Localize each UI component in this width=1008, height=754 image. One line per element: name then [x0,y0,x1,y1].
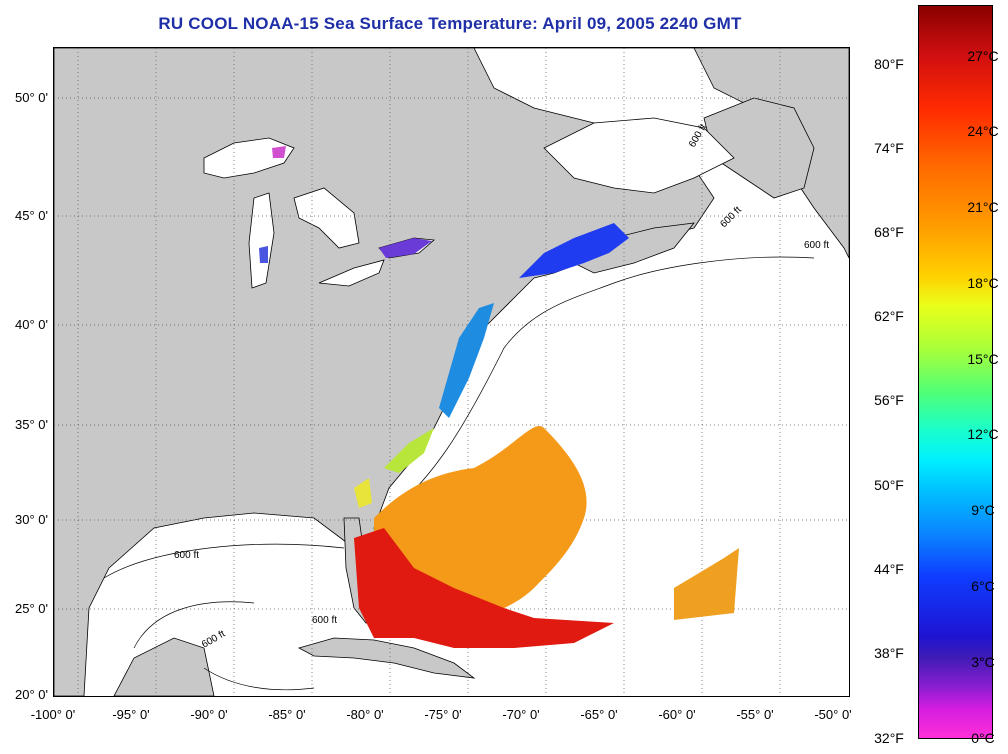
grid-lines [54,48,849,696]
lake-superior [203,137,295,179]
colorbar-celsius-label: 0°C [971,730,995,746]
contour-label: 600 ft [174,550,199,561]
land-newfoundland [703,97,815,199]
lon-label: -55° 0' [736,707,774,722]
colorbar-fahrenheit-label: 50°F [874,477,904,493]
colorbar-celsius-label: 15°C [967,351,999,367]
lon-label: -85° 0' [268,707,306,722]
lon-label: -65° 0' [580,707,618,722]
colorbar-fahrenheit-label: 56°F [874,392,904,408]
lon-label: -100° 0' [30,707,76,722]
sst-bahamas [354,528,614,648]
lon-label: -75° 0' [424,707,462,722]
lat-label: 50° 0' [15,90,48,105]
lat-label: 45° 0' [15,208,48,223]
colorbar-celsius-label: 24°C [967,123,999,139]
lat-label: 30° 0' [15,512,48,527]
sst-gulf-of-maine [519,223,629,278]
sst-georgia-coast [354,478,372,508]
lon-label: -60° 0' [658,707,696,722]
sst-lake-michigan-south [259,246,268,263]
depth-contour-line [103,256,815,691]
lon-label: -80° 0' [346,707,384,722]
lake-huron [293,187,360,249]
map-graphic: 600 ft 600 ft 600 ft 600 ft 600 ft 600 f… [54,48,849,696]
colorbar-celsius-label: 12°C [967,426,999,442]
colorbar-fahrenheit-label: 38°F [874,645,904,661]
temperature-colorbar [918,5,993,739]
lon-label: -70° 0' [502,707,540,722]
colorbar-fahrenheit-label: 80°F [874,56,904,72]
colorbar-celsius-label: 18°C [967,275,999,291]
land-yucatan [113,637,215,696]
colorbar-celsius-label: 9°C [971,502,995,518]
lon-label: -50° 0' [814,707,852,722]
sst-lake-superior-east [272,146,286,158]
colorbar-celsius-label: 6°C [971,578,995,594]
colorbar-celsius-label: 21°C [967,199,999,215]
contour-label: 600 ft [200,628,227,650]
lat-label: 40° 0' [15,317,48,332]
lat-label: 25° 0' [15,601,48,616]
colorbar-fahrenheit-label: 62°F [874,308,904,324]
sst-mid-atlantic [439,303,494,418]
contour-label: 600 ft [718,204,744,230]
colorbar-celsius-label: 27°C [967,48,999,64]
contour-label: 600 ft [804,240,829,251]
lon-label: -90° 0' [190,707,228,722]
lat-label: 35° 0' [15,417,48,432]
lon-label: -95° 0' [112,707,150,722]
contour-label: 600 ft [312,615,337,626]
sst-lake-erie [379,238,432,258]
sst-map: 600 ft 600 ft 600 ft 600 ft 600 ft 600 f… [53,47,850,697]
colorbar-fahrenheit-label: 32°F [874,730,904,746]
map-title: RU COOL NOAA-15 Sea Surface Temperature:… [158,14,742,33]
colorbar-fahrenheit-label: 44°F [874,561,904,577]
colorbar-fahrenheit-label: 74°F [874,140,904,156]
lake-michigan [248,192,275,289]
lake-erie [318,259,385,287]
land-cuba [297,637,476,679]
colorbar-fahrenheit-label: 68°F [874,224,904,240]
lat-label: 20° 0' [15,687,48,702]
sst-east-patch [674,548,739,620]
sst-carolina-coast [384,428,434,473]
colorbar-celsius-label: 3°C [971,654,995,670]
